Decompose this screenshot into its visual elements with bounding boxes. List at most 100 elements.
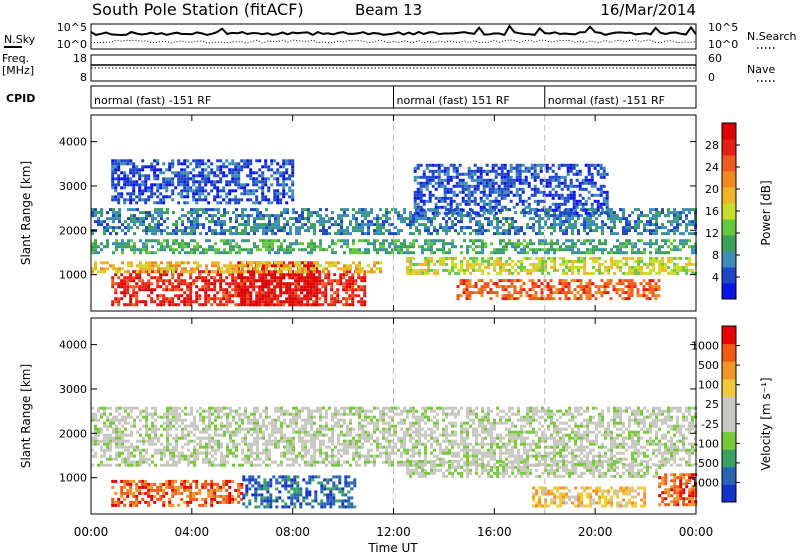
power-cell xyxy=(535,251,538,255)
power-cell xyxy=(578,181,582,185)
power-cell xyxy=(91,232,94,236)
velocity-cell xyxy=(132,491,136,495)
power-cell xyxy=(406,223,409,227)
power-cell xyxy=(548,175,552,179)
velocity-cell xyxy=(168,497,172,501)
power-cell xyxy=(670,223,673,227)
power-cell xyxy=(127,226,130,230)
velocity-cell xyxy=(210,485,214,489)
power-cell xyxy=(322,267,325,271)
power-cell xyxy=(283,208,286,212)
power-cell xyxy=(181,220,184,224)
power-cell xyxy=(565,220,568,224)
power-cell xyxy=(256,248,259,252)
power-cell xyxy=(211,270,214,274)
power-cell xyxy=(162,177,166,181)
power-cell xyxy=(120,291,124,295)
power-cell xyxy=(508,271,512,275)
power-cell xyxy=(264,180,268,184)
power-cell xyxy=(343,242,346,246)
power-cell xyxy=(418,262,422,266)
power-cell xyxy=(467,196,471,200)
power-cell xyxy=(231,282,235,286)
power-cell xyxy=(280,226,283,230)
power-cell xyxy=(508,217,511,221)
power-cell xyxy=(556,242,559,246)
power-cell xyxy=(313,229,316,233)
power-cell xyxy=(189,186,193,190)
power-cell xyxy=(123,303,127,307)
power-cell xyxy=(388,242,391,246)
power-cell xyxy=(309,276,313,280)
power-cell xyxy=(252,189,256,193)
power-cell xyxy=(126,162,130,166)
velocity-cell xyxy=(195,482,199,486)
power-cell xyxy=(469,217,472,221)
power-cell xyxy=(367,223,370,227)
power-cell xyxy=(192,279,196,283)
power-cell xyxy=(460,226,463,230)
power-cell xyxy=(129,159,133,163)
power-cell xyxy=(121,229,124,233)
power-cell xyxy=(486,285,490,289)
power-cell xyxy=(198,195,202,199)
power-cell xyxy=(469,232,472,236)
power-cell xyxy=(539,166,543,170)
power-cell xyxy=(129,276,133,280)
power-cell xyxy=(222,294,226,298)
power-cell xyxy=(431,184,435,188)
power-cell xyxy=(312,282,316,286)
power-cell xyxy=(515,187,519,191)
power-cell xyxy=(548,193,552,197)
velocity-cell xyxy=(186,503,190,507)
velocity-cell xyxy=(311,505,315,509)
power-cell xyxy=(394,239,397,243)
velocity-cell xyxy=(129,491,133,495)
power-cell xyxy=(157,226,160,230)
power-cell xyxy=(373,242,376,246)
power-cell xyxy=(437,163,441,167)
power-cell xyxy=(118,242,121,246)
power-cell xyxy=(522,288,526,292)
power-cell xyxy=(422,175,426,179)
power-cell xyxy=(165,183,169,187)
power-cell xyxy=(294,285,298,289)
power-cell xyxy=(186,180,190,184)
velocity-cell xyxy=(117,503,121,507)
power-cell xyxy=(624,285,628,289)
velocity-cell xyxy=(254,487,258,491)
power-cell xyxy=(145,226,148,230)
power-cell xyxy=(315,300,319,304)
power-cell xyxy=(637,226,640,230)
power-cell xyxy=(159,273,163,277)
power-cell xyxy=(181,239,184,243)
power-cell xyxy=(310,211,313,215)
power-cell xyxy=(497,190,501,194)
power-cell xyxy=(337,229,340,233)
power-cell xyxy=(291,297,295,301)
power-cell xyxy=(106,226,109,230)
power-cell xyxy=(634,259,638,263)
power-cell xyxy=(484,259,488,263)
velocity-cell xyxy=(311,478,315,482)
power-cell xyxy=(501,279,505,283)
power-cell xyxy=(655,211,658,215)
power-cell xyxy=(521,181,525,185)
power-cell xyxy=(325,248,328,252)
power-cell xyxy=(497,193,501,197)
power-cell xyxy=(348,285,352,289)
power-cell xyxy=(276,162,280,166)
power-cell xyxy=(437,169,441,173)
power-cell xyxy=(553,242,556,246)
power-cell xyxy=(145,267,148,271)
power-cell xyxy=(321,294,325,298)
power-cell xyxy=(280,211,283,215)
power-cell xyxy=(300,288,304,292)
power-cell xyxy=(486,282,490,286)
power-cell xyxy=(506,190,510,194)
power-cell xyxy=(261,276,265,280)
power-cell xyxy=(627,282,631,286)
power-cell xyxy=(355,229,358,233)
power-cell xyxy=(288,285,292,289)
power-cell xyxy=(217,217,220,221)
